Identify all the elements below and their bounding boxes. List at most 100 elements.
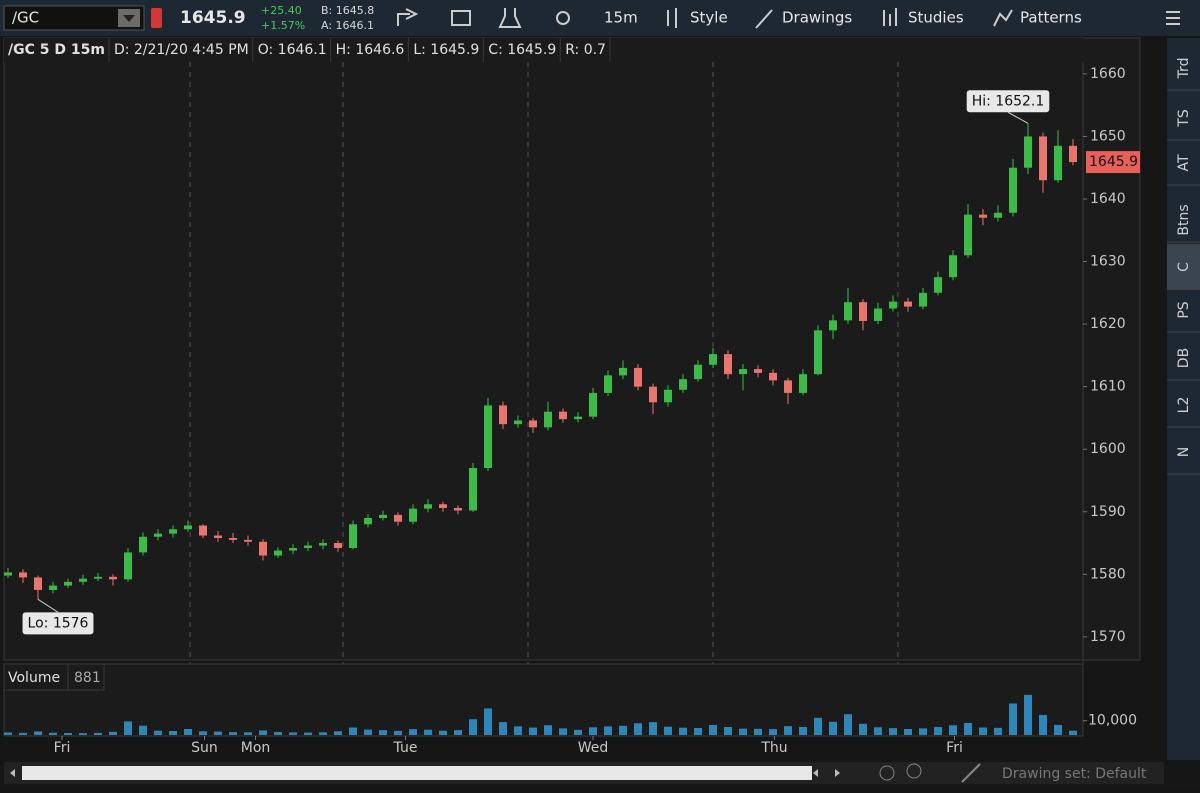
legend-item: /GC 5 D 15m [8,42,105,58]
annotation-leader [37,598,59,613]
candle-body [304,545,312,549]
candle-body [514,420,522,425]
sidebar-tab: Btns [1176,204,1192,235]
volume-bar [619,725,627,735]
volume-bar [244,732,252,735]
candle-body [709,354,717,365]
volume-bar [439,730,447,735]
change: +25.40 [261,4,302,17]
candle-body [499,405,507,425]
volume-panel [3,663,1084,737]
y-tick-label: 1600 [1090,441,1126,457]
sidebar-tab: DB [1176,348,1192,368]
volume-bar [634,723,642,735]
candle-body [694,364,702,380]
candle-body [739,369,747,375]
candle-body [529,420,537,428]
annotation-leader [1007,111,1029,124]
candle-body [1069,145,1077,163]
sidebar-tab: AT [1176,154,1192,171]
candle-body [979,214,987,218]
crosshair-icon[interactable] [879,765,895,781]
style-icon[interactable] [667,8,677,28]
candle-body [169,529,177,534]
volume-bar [1069,730,1077,735]
zoom-icon[interactable] [906,763,922,779]
candle-body [109,576,117,580]
candle-body [439,504,447,508]
last-price-tag [1086,151,1140,174]
volume-bar [664,726,672,735]
scroll-thumb[interactable] [22,766,812,780]
sidebar-tab: PS [1176,301,1192,318]
menu-icon[interactable] [1166,11,1180,25]
volume-bar [574,729,582,735]
candle-body [859,302,867,321]
studies-button[interactable]: Studies [908,9,964,27]
sidebar-tab: TS [1176,109,1192,128]
toolbar [0,0,1200,36]
candle-body [994,212,1002,218]
annotation-label: Hi: 1652.1 [972,93,1045,109]
drawings-button[interactable]: Drawings [782,9,852,27]
lab-icon[interactable] [498,8,522,28]
share-icon[interactable] [397,8,419,26]
x-tick-label: Sun [191,740,218,756]
symbol: /GC [12,9,39,27]
candle-body [574,416,582,420]
candle-body [1054,145,1062,181]
candle-body [769,372,777,381]
interval[interactable]: 15m [604,9,638,27]
volume-bar [79,733,87,735]
volume-bar [799,726,807,735]
y-tick-label: 1640 [1090,191,1126,207]
y-tick-label: 1620 [1090,316,1126,332]
sidebar-tab: N [1176,447,1192,457]
patterns-icon[interactable] [993,9,1013,27]
drawings-icon[interactable] [755,9,773,29]
drawing-set[interactable]: Drawing set: Default [1002,766,1147,782]
candle-body [1024,136,1032,168]
y-tick-label: 1610 [1090,379,1126,395]
candle-body [154,533,162,537]
volume-bar [964,722,972,735]
dropdown-arrow [123,15,135,22]
x-tick-label: Mon [241,740,271,756]
alert-flag[interactable] [151,8,162,28]
volume-bar [1054,724,1062,735]
toolbar-icons[interactable] [397,8,1180,29]
volume-bar [889,728,897,735]
volume-bar [559,728,567,735]
volume-bar [1009,703,1017,735]
volume-bar [424,729,432,735]
legend-item: D: 2/21/20 4:45 PM [114,42,249,58]
candle-body [394,514,402,522]
candle-body [829,320,837,331]
style-button[interactable]: Style [690,9,728,27]
y-tick-label: 1570 [1090,629,1126,645]
pencil-icon[interactable] [961,763,981,783]
volume-last: 881 [74,670,101,686]
volume-bar [289,732,297,735]
candle-body [814,330,822,375]
candle-body [904,301,912,307]
volume-bar [454,730,462,735]
candle-body [1039,136,1047,181]
studies-icon[interactable] [883,8,897,26]
annotation-label: Lo: 1576 [28,615,89,631]
legend-bar [4,38,1083,62]
volume-bar [4,732,12,735]
volume-bar [934,726,942,735]
annotation-box [22,612,94,635]
x-tick-label: Fri [54,740,71,756]
y-tick-label: 1630 [1090,254,1126,270]
candle-body [244,539,252,542]
candle-body [4,572,12,576]
flag-icon[interactable] [451,10,471,26]
y-tick-label: 1650 [1090,128,1126,144]
candle-body [949,255,957,278]
volume-bar [49,732,57,735]
gear-icon[interactable] [556,11,570,25]
volume-bar [844,714,852,735]
patterns-button[interactable]: Patterns [1020,9,1082,27]
